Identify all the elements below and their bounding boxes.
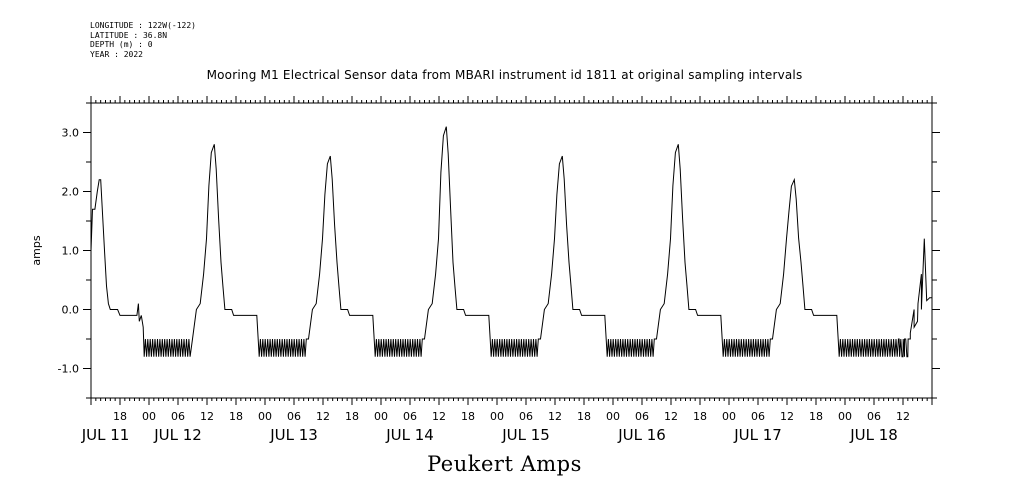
x-date-label: JUL 12 — [153, 426, 202, 444]
x-date-label: JUL 15 — [501, 426, 550, 444]
x-hour-label: 06 — [867, 410, 881, 423]
x-hour-label: 18 — [577, 410, 591, 423]
x-date-label: JUL 11 — [81, 426, 130, 444]
x-hour-label: 00 — [374, 410, 388, 423]
x-hour-label: 12 — [780, 410, 794, 423]
latitude-text: LATITUDE : 36.8N — [90, 30, 168, 40]
y-axis-label: amps — [30, 235, 43, 265]
x-hour-label: 06 — [287, 410, 301, 423]
y-tick-label: -1.0 — [58, 363, 79, 376]
x-hour-label: 12 — [200, 410, 214, 423]
x-hour-label: 06 — [403, 410, 417, 423]
x-hour-label: 12 — [316, 410, 330, 423]
x-hour-label: 18 — [693, 410, 707, 423]
x-hour-label: 00 — [722, 410, 736, 423]
x-hour-label: 12 — [664, 410, 678, 423]
x-hour-label: 12 — [548, 410, 562, 423]
x-hour-label: 00 — [258, 410, 272, 423]
x-hour-label: 06 — [171, 410, 185, 423]
x-hour-label: 18 — [461, 410, 475, 423]
x-date-label: JUL 18 — [849, 426, 898, 444]
x-date-label: JUL 13 — [269, 426, 318, 444]
x-hour-label: 18 — [809, 410, 823, 423]
chart-title: Mooring M1 Electrical Sensor data from M… — [206, 68, 803, 82]
x-axis-label: Peukert Amps — [427, 452, 582, 476]
x-date-label: JUL 14 — [385, 426, 434, 444]
y-tick-label: 0.0 — [62, 304, 80, 317]
x-hour-label: 18 — [229, 410, 243, 423]
x-hour-label: 06 — [519, 410, 533, 423]
x-hour-label: 12 — [896, 410, 910, 423]
y-tick-label: 3.0 — [62, 127, 80, 140]
y-tick-label: 1.0 — [62, 245, 80, 258]
year-text: YEAR : 2022 — [90, 49, 143, 59]
metadata-block: LONGITUDE : 122W(-122) LATITUDE : 36.8N … — [90, 21, 196, 59]
x-hour-label: 00 — [838, 410, 852, 423]
y-tick-label: 2.0 — [62, 186, 80, 199]
x-date-label: JUL 16 — [617, 426, 666, 444]
x-date-label: JUL 17 — [733, 426, 782, 444]
x-hour-label: 00 — [490, 410, 504, 423]
depth-text: DEPTH (m) : 0 — [90, 40, 153, 49]
x-hour-label: 00 — [606, 410, 620, 423]
data-line — [90, 126, 932, 358]
x-hour-label: 06 — [751, 410, 765, 423]
longitude-text: LONGITUDE : 122W(-122) — [90, 21, 196, 30]
x-hour-label: 18 — [345, 410, 359, 423]
x-hour-label: 12 — [432, 410, 446, 423]
x-hour-label: 00 — [142, 410, 156, 423]
plot-frame — [90, 102, 933, 399]
x-hour-label: 18 — [113, 410, 127, 423]
x-hour-label: 06 — [635, 410, 649, 423]
